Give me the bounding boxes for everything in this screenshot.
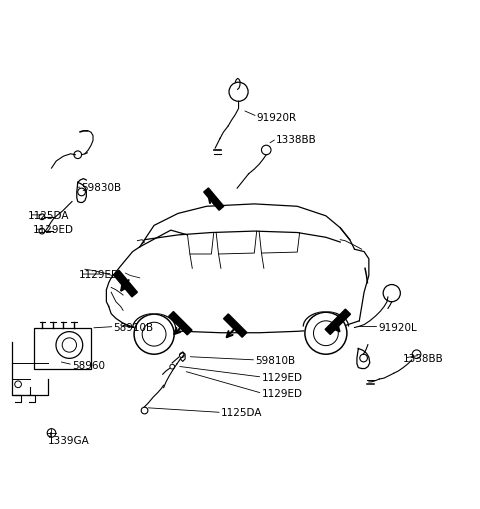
Circle shape bbox=[305, 313, 347, 355]
Circle shape bbox=[134, 315, 174, 355]
Polygon shape bbox=[204, 189, 224, 211]
FancyBboxPatch shape bbox=[34, 328, 91, 369]
Text: 1338BB: 1338BB bbox=[403, 353, 444, 363]
Polygon shape bbox=[224, 315, 247, 337]
Text: 58960: 58960 bbox=[72, 360, 105, 370]
Polygon shape bbox=[168, 312, 192, 335]
Text: 1339GA: 1339GA bbox=[48, 435, 90, 445]
Text: 1129ED: 1129ED bbox=[33, 225, 73, 235]
Text: 1125DA: 1125DA bbox=[28, 210, 69, 220]
Text: 59830B: 59830B bbox=[82, 183, 122, 193]
Text: 1338BB: 1338BB bbox=[276, 134, 316, 144]
Polygon shape bbox=[325, 309, 350, 335]
Text: 59810B: 59810B bbox=[255, 355, 295, 365]
Text: 1125DA: 1125DA bbox=[221, 408, 263, 417]
Text: 1129ED: 1129ED bbox=[262, 373, 302, 382]
Polygon shape bbox=[114, 271, 137, 297]
Text: 1129ED: 1129ED bbox=[79, 269, 120, 279]
Text: 91920R: 91920R bbox=[257, 112, 297, 122]
Text: 58910B: 58910B bbox=[114, 322, 154, 332]
Text: 91920L: 91920L bbox=[378, 322, 417, 332]
Text: 1129ED: 1129ED bbox=[262, 388, 302, 399]
